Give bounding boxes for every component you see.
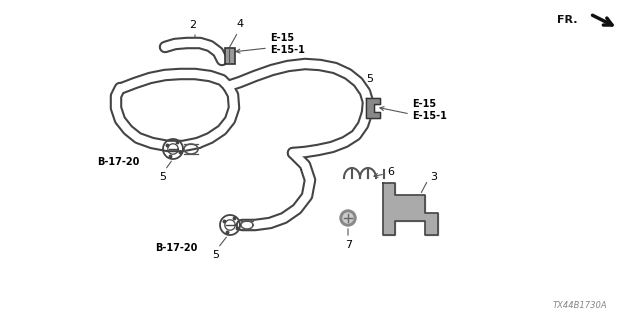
Text: FR.: FR. [557,15,578,25]
Text: 7: 7 [346,240,353,250]
Text: 1: 1 [300,162,307,172]
Text: B-17-20: B-17-20 [98,157,140,167]
Circle shape [340,210,356,226]
Bar [225,48,235,64]
Text: TX44B1730A: TX44B1730A [553,301,607,310]
Text: 6: 6 [387,167,394,177]
Polygon shape [383,183,438,235]
Text: 5: 5 [367,74,374,84]
Text: 4: 4 [236,19,244,29]
Text: E-15
E-15-1: E-15 E-15-1 [412,99,447,121]
Text: 3: 3 [430,172,437,182]
Text: 5: 5 [212,250,220,260]
Text: 5: 5 [159,172,166,182]
Circle shape [343,213,353,223]
Polygon shape [366,98,380,118]
Text: E-15
E-15-1: E-15 E-15-1 [270,33,305,55]
Text: 2: 2 [189,20,196,30]
Text: B-17-20: B-17-20 [156,243,198,253]
